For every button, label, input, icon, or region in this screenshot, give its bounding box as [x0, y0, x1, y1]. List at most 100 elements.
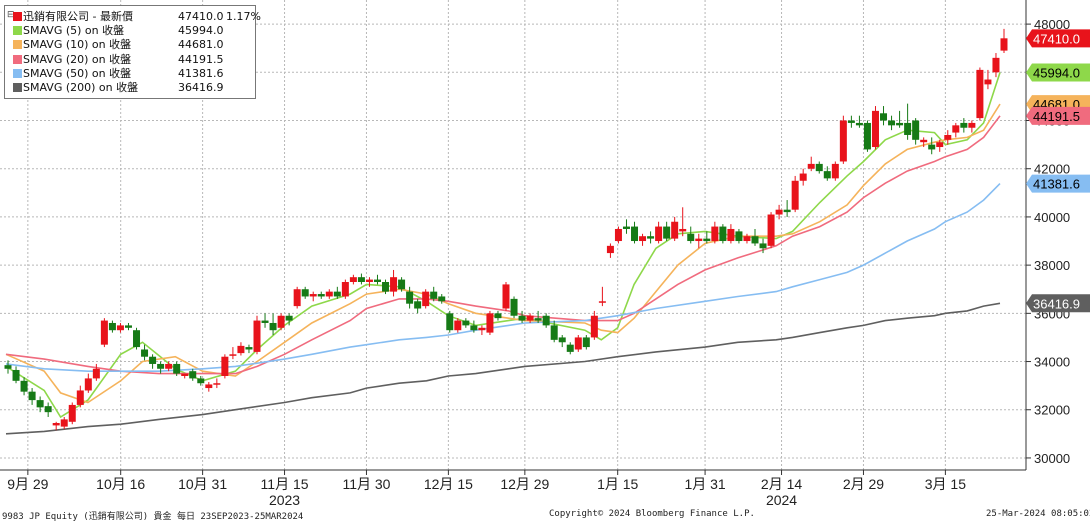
- candle-body: [944, 134, 952, 140]
- candle-body: [663, 226, 671, 239]
- y-tick-label: 34000: [1034, 355, 1070, 370]
- candle-body: [68, 404, 76, 422]
- candle-body: [221, 356, 229, 376]
- legend-value: 41381.6: [178, 66, 224, 80]
- y-tick-label: 30000: [1034, 451, 1070, 466]
- candle-body: [165, 363, 173, 369]
- candle-body: [590, 315, 598, 338]
- candle-body: [631, 226, 639, 242]
- price-tag-label: 44191.5: [1033, 109, 1080, 124]
- candle-body: [647, 236, 655, 239]
- moving-average-lines: [5, 72, 1001, 435]
- legend-name: 迅銷有限公司 - 最新價: [23, 10, 133, 23]
- candle-body: [301, 289, 309, 297]
- legend-row: SMAVG (50) on 收盤 41381.6: [13, 66, 249, 81]
- candle-body: [831, 163, 839, 179]
- candle-body: [1000, 38, 1008, 51]
- legend-swatch: [13, 40, 22, 50]
- candle-body: [486, 313, 494, 333]
- price-tag-label: 47410.0: [1033, 31, 1080, 46]
- candle-body: [317, 294, 325, 297]
- candle-body: [293, 289, 301, 307]
- y-tick-label: 48000: [1034, 17, 1070, 32]
- candle-body: [333, 291, 341, 297]
- candle-body: [28, 391, 36, 401]
- candle-body: [309, 294, 317, 297]
- candle-body: [406, 291, 414, 304]
- candle-body: [960, 122, 968, 128]
- candle-body: [52, 423, 60, 426]
- footer-copyright: Copyright© 2024 Bloomberg Finance L.P.: [549, 509, 755, 519]
- candle-body: [44, 406, 52, 413]
- candle-body: [454, 320, 462, 331]
- legend-name: SMAVG (50) on 收盤: [23, 66, 132, 80]
- candle-body: [12, 369, 20, 381]
- legend-swatch: [13, 54, 22, 64]
- candle-body: [60, 419, 68, 427]
- candle-body: [968, 122, 976, 128]
- candle-body: [992, 57, 1000, 73]
- candle-body: [534, 318, 542, 321]
- candle-body: [622, 226, 630, 229]
- candle-body: [470, 325, 478, 331]
- candle-body: [341, 282, 349, 297]
- legend-row: SMAVG (20) on 收盤 44191.5: [13, 52, 249, 67]
- candle-body: [237, 345, 245, 354]
- candle-body: [888, 120, 896, 126]
- candle-body: [92, 368, 100, 379]
- candle-body: [181, 373, 189, 376]
- x-tick-label: 3月 15: [925, 476, 966, 492]
- legend-name: SMAVG (200) on 收盤: [23, 81, 139, 94]
- candle-body: [398, 279, 406, 290]
- legend-collapse-icon[interactable]: ⊟: [7, 10, 15, 20]
- candle-body: [20, 380, 28, 392]
- candle-body: [614, 228, 622, 242]
- price-tag-bg: [1026, 106, 1090, 125]
- x-tick-label: 12月 15: [424, 476, 473, 492]
- x-tick-label: 11月 15: [261, 476, 309, 492]
- candle-body: [446, 313, 454, 331]
- candle-body: [205, 384, 213, 389]
- candle-body: [847, 120, 855, 123]
- candle-body: [76, 390, 84, 405]
- x-tick-label: 1月 15: [597, 476, 638, 492]
- candle-body: [285, 315, 293, 321]
- legend-value: 44191.5: [178, 52, 224, 66]
- candle-body: [679, 228, 687, 232]
- price-tag-label: 45994.0: [1033, 65, 1080, 80]
- candle-body: [542, 315, 550, 326]
- price-tag-label: 41381.6: [1033, 177, 1080, 192]
- candle-body: [173, 363, 181, 374]
- candle-body: [952, 125, 960, 133]
- candle-body: [606, 245, 614, 254]
- candle-body: [920, 139, 928, 143]
- candle-body: [253, 320, 261, 352]
- candle-body: [462, 320, 470, 326]
- y-tick-label: 32000: [1034, 403, 1070, 418]
- candle-body: [751, 236, 759, 244]
- x-tick-label: 1月 31: [684, 476, 725, 492]
- candle-body: [807, 163, 815, 169]
- candle-body: [791, 180, 799, 210]
- candle-body: [775, 209, 783, 215]
- candle-body: [598, 301, 606, 303]
- candle-body: [912, 120, 920, 140]
- legend-value: 45994.0: [178, 24, 224, 38]
- x-tick-label: 10月 16: [96, 476, 145, 492]
- candle-body: [478, 327, 486, 331]
- candle-body: [189, 371, 197, 379]
- candle-body: [382, 282, 390, 292]
- legend-value: 36416.9: [178, 81, 224, 94]
- candle-body: [157, 363, 165, 369]
- candle-body: [711, 226, 719, 242]
- legend-row: SMAVG (5) on 收盤 45994.0: [13, 24, 249, 38]
- candle-body: [100, 320, 108, 345]
- price-tag-bg: [1026, 63, 1090, 82]
- x-axis: 9月 29 10月 16 10月 31 11月 15 11月 30 12月 15 12月 2…: [0, 469, 1026, 508]
- candle-body: [325, 291, 333, 297]
- candle-body: [759, 243, 767, 249]
- candle-body: [510, 298, 518, 316]
- candle-body: [269, 322, 277, 331]
- candle-body: [871, 110, 879, 148]
